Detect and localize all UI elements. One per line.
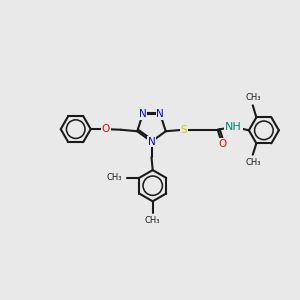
Text: NH: NH: [225, 122, 242, 132]
Text: O: O: [102, 124, 110, 134]
Text: N: N: [148, 136, 155, 147]
Text: S: S: [181, 125, 187, 135]
Text: CH₃: CH₃: [106, 173, 122, 182]
Text: CH₃: CH₃: [145, 216, 161, 225]
Text: N: N: [139, 110, 147, 119]
Text: CH₃: CH₃: [245, 158, 260, 167]
Text: O: O: [218, 139, 226, 149]
Text: CH₃: CH₃: [245, 93, 260, 102]
Text: N: N: [156, 110, 164, 119]
